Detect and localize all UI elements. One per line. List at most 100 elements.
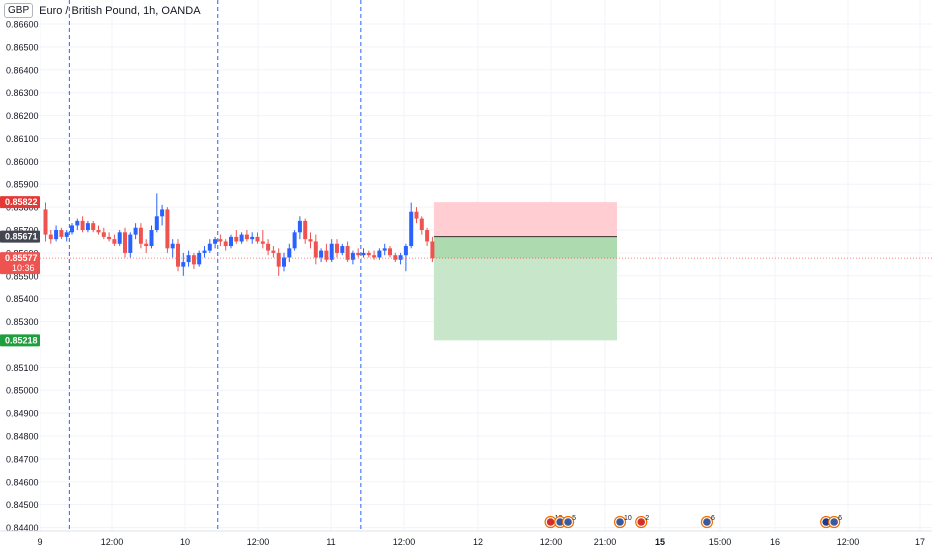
price-tick-label: 0.86200 (6, 111, 39, 121)
candle-body (250, 236, 255, 240)
stop-loss-zone (433, 202, 617, 237)
time-tick-label: 15:00 (709, 537, 732, 547)
price-tick-label: 0.85100 (6, 363, 39, 373)
candle-body (160, 209, 165, 217)
time-tick-label: 12 (473, 537, 483, 547)
time-tick-label: 12:00 (101, 537, 124, 547)
time-tick-label: 21:00 (594, 537, 617, 547)
candle-body (96, 230, 101, 233)
event-count: 5 (572, 515, 576, 522)
candle-body (223, 241, 228, 247)
candle-body (282, 257, 286, 267)
candle-body (181, 262, 186, 267)
candle-body (303, 220, 308, 240)
time-tick-label: 12:00 (540, 537, 563, 547)
uk-flag-icon (637, 518, 646, 526)
price-tick-label: 0.85900 (6, 180, 39, 190)
candle-body (91, 223, 96, 231)
candle-body (107, 236, 112, 240)
candle-body (324, 250, 329, 260)
candle-body (170, 243, 175, 249)
price-tick-label: 0.85700 (6, 226, 39, 236)
candle-body (409, 211, 414, 247)
event-count: 10 (624, 515, 632, 522)
candle-body (287, 248, 292, 258)
candle-body (266, 243, 271, 251)
candle-body (239, 234, 244, 242)
uk-flag-icon (546, 518, 555, 526)
candle-body (207, 243, 212, 251)
eu-flag-icon (822, 518, 830, 526)
us-flag-icon (830, 518, 838, 526)
time-tick-label: 10 (180, 537, 190, 547)
price-tick-label: 0.86300 (6, 88, 39, 98)
candle-body (149, 230, 154, 247)
session-breaks (68, 0, 362, 531)
candle-body (202, 250, 207, 253)
time-axis[interactable]: 9 12:00 10 12:00 11 12:00 12 12:00 21:00 15 15:00 1… (0, 530, 932, 550)
candle-body (70, 225, 74, 233)
time-tick-label: 15 (655, 537, 665, 547)
candle-body (335, 243, 339, 253)
candle-body (329, 243, 334, 260)
candle-body (260, 241, 265, 244)
candle-body (350, 252, 355, 260)
candle-body (297, 220, 302, 233)
price-tick-label: 0.86500 (6, 42, 39, 52)
candle-body (377, 250, 382, 258)
currency-badge[interactable]: GBP (4, 3, 34, 18)
price-tick-label: 0.86100 (6, 134, 39, 144)
candle-body (361, 252, 366, 256)
candlestick-series (43, 193, 435, 276)
candle-body (123, 232, 127, 253)
price-label-target: 0.85218 (5, 335, 38, 345)
candle-body (393, 255, 398, 260)
price-label-stop: 0.85822 (5, 197, 38, 207)
candle-body (186, 255, 191, 263)
candle-body (425, 230, 430, 242)
candle-body (144, 243, 149, 247)
candle-body (340, 246, 345, 253)
candle-body (276, 252, 281, 267)
price-label-entry: 0.85671 (5, 232, 38, 242)
candle-body (133, 227, 138, 235)
symbol-title[interactable]: Euro / British Pound, 1h, OANDA (39, 4, 201, 17)
candle-body (64, 232, 69, 237)
us-flag-icon (564, 518, 572, 526)
candle-body (430, 241, 435, 259)
candle-body (234, 236, 239, 242)
event-count: 2 (645, 515, 649, 522)
candle-body (85, 223, 90, 231)
price-tick-label: 0.84900 (6, 409, 39, 419)
candle-body (80, 220, 85, 231)
candle-body (419, 218, 424, 231)
time-tick-label: 9 (37, 537, 42, 547)
candle-body (319, 250, 324, 258)
candle-body (176, 243, 180, 267)
time-tick-label: 17 (915, 537, 925, 547)
chart-header: GBP Euro / British Pound, 1h, OANDA (4, 3, 201, 18)
candle-body (244, 234, 249, 240)
price-tick-label: 0.85300 (6, 317, 39, 327)
price-tick-label: 0.84500 (6, 500, 39, 510)
candle-body (271, 250, 276, 253)
candle-body (366, 252, 371, 256)
candle-body (138, 227, 143, 244)
candle-body (191, 255, 196, 265)
candle-body (48, 234, 53, 240)
candle-body (59, 230, 64, 237)
economic-events[interactable]: 13510266 (544, 515, 842, 529)
time-tick-label: 12:00 (393, 537, 416, 547)
candle-body (292, 232, 297, 249)
candle-body (388, 248, 392, 256)
price-tick-label: 0.84600 (6, 477, 39, 487)
time-tick-label: 16 (770, 537, 780, 547)
price-tick-label: 0.84800 (6, 432, 39, 442)
price-tick-label: 0.86000 (6, 157, 39, 167)
candle-body (255, 236, 260, 242)
candle-body (75, 220, 80, 226)
candle-body (218, 239, 223, 242)
position-tool[interactable] (433, 202, 617, 341)
